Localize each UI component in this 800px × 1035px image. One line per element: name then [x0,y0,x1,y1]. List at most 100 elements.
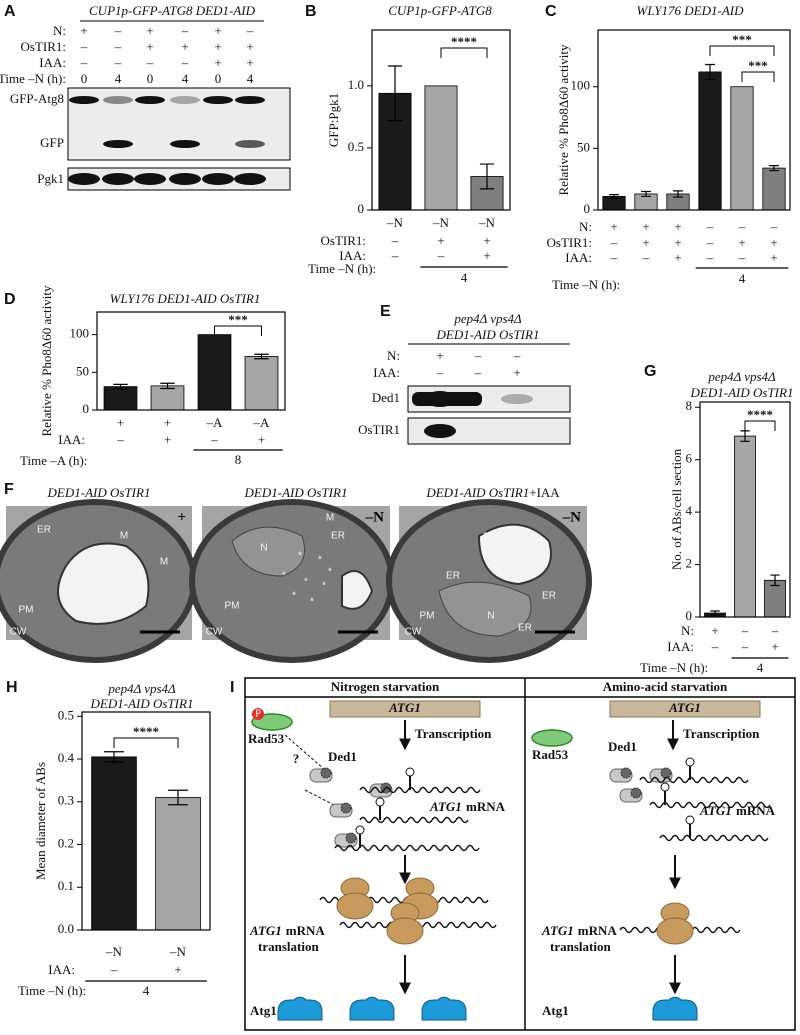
error-bar [113,383,128,390]
mrna-label: mRNA [736,803,776,818]
atg1-protein [652,996,698,1021]
significance-bracket [440,47,488,58]
significance: **** [747,407,773,422]
gene-box [329,700,481,718]
row-label: N: [387,348,400,363]
ded1-label: Ded1 [608,739,637,754]
y-tick-label: 2 [686,556,693,571]
nucleus [231,526,305,577]
condition-cell: + [436,348,443,363]
condition-cell: – [114,55,122,70]
em-label: CW [405,627,422,638]
band-label: GFP [40,135,64,150]
row-label: OsTIR1: [547,235,593,250]
condition-cell: + [246,39,253,54]
row-label: IAA: [373,365,400,380]
image-caption: DED1-AID OsTIR1 [47,485,151,500]
panel-title: CUP1p-GFP-ATG8 DED1-AID [89,3,256,18]
error-bar-line [479,163,495,190]
caption-text: DED1-AID OsTIR1 [47,485,151,500]
significance-bracket [709,45,775,56]
error-bar-line [168,789,188,806]
category-label: + [164,415,171,430]
row-label: Time –N (h): [0,71,66,86]
condition-cell: + [674,250,681,265]
category-label: –A [206,415,224,430]
condition-cell: + [146,23,153,38]
em-label: ER [542,591,556,602]
em-image: * * V ER ER N ER PM CW –N [386,499,592,663]
chart-title: DED1-AID OsTIR1 [90,696,194,711]
bar [734,435,756,618]
condition-cell: + [770,235,777,250]
blot-band [103,140,133,148]
bar [103,386,138,411]
y-tick-label: 0.5 [348,139,364,154]
em-label: * [497,530,501,541]
plot-frame [96,311,286,411]
panel-letter: G [644,363,656,380]
row-label: IAA: [58,432,85,447]
significance-bracket [113,737,179,748]
condition-cell: + [770,250,777,265]
ded1-helicase [620,767,632,779]
condition-cell: + [174,962,181,977]
em-label: * [292,591,296,602]
blot-band [68,173,100,185]
category-label: – [738,219,746,234]
mrna [639,776,749,784]
condition-cell: – [146,55,154,70]
y-tick-label: 100 [70,326,90,341]
category-label: + [674,219,681,234]
nucleus [438,581,532,637]
panel-letter: A [4,3,16,20]
error-bar-line [769,165,779,172]
y-tick-label: 50 [76,363,89,378]
em-label: ER [331,531,345,542]
condition-cell: – [114,23,122,38]
row-label: OsTIR1: [321,233,367,248]
time-value: 4 [461,270,468,285]
error-bar-line [113,383,128,390]
error-bar-line [641,190,651,198]
condition-cell: + [483,233,490,248]
significance: **** [133,724,159,739]
error-bar-line [609,193,619,199]
category-label: + [610,219,617,234]
bar [424,85,458,211]
condition-cell: – [741,639,749,654]
em-label: M [160,557,168,568]
em-label: M [326,513,334,524]
condition-cell: + [214,39,221,54]
band-label: GFP-Atg8 [10,91,64,106]
em-label: * [298,551,302,562]
panel-letter: B [305,3,317,20]
plot-frame [699,401,791,618]
em-label: PM [19,605,34,616]
row-label: IAA: [667,639,694,654]
chart-title: WLY176 DED1-AID [637,3,745,18]
category-label: –N [386,215,404,230]
blot-band [235,96,265,104]
y-axis-label: No. of ABs/cell section [669,448,684,570]
time-label: Time –A (h): [20,453,87,468]
condition-cell: – [513,348,521,363]
gene-box [609,700,761,718]
image-caption: DED1-AID OsTIR1 [244,485,348,500]
condition: –N [365,509,385,525]
error-bar-line [387,65,403,122]
panel-letter: I [230,679,234,696]
bar [150,385,185,411]
mrna [359,816,469,824]
error-bar [168,789,188,806]
ribosome-large [656,917,694,945]
em-label: N [260,543,267,554]
condition-cell: 0 [147,71,154,86]
y-tick-label: 0 [584,201,591,216]
significance: *** [228,312,248,327]
y-tick-label: 0 [686,608,693,623]
condition-cell: – [80,39,88,54]
gene-label: ATG1 [388,700,421,715]
